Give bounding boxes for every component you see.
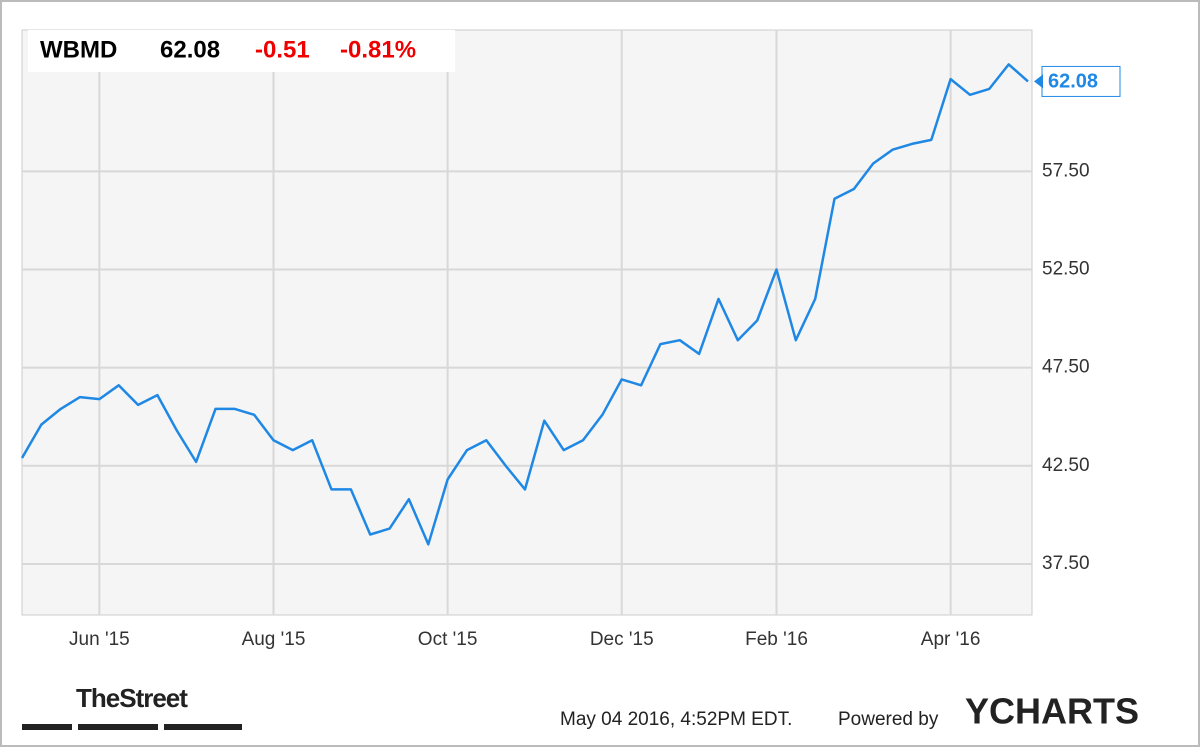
x-tick-label: Dec '15 xyxy=(590,629,654,650)
last-price-box xyxy=(1041,65,1121,97)
plot-area xyxy=(21,29,1033,616)
timestamp: May 04 2016, 4:52PM EDT. xyxy=(560,709,792,730)
logo-bar xyxy=(78,724,158,730)
logo-bar xyxy=(164,724,242,730)
y-tick-label: 42.50 xyxy=(1042,455,1090,476)
change: -0.51 xyxy=(255,36,310,63)
brand: YCHARTS xyxy=(965,691,1139,732)
logo-bar xyxy=(22,724,72,730)
ticker: WBMD xyxy=(40,36,117,63)
price-line xyxy=(20,63,1029,546)
change-percent: -0.81% xyxy=(340,36,416,63)
y-tick-label: 47.50 xyxy=(1042,357,1090,378)
y-tick-label: 37.50 xyxy=(1042,553,1090,574)
x-tick-label: Oct '15 xyxy=(418,629,478,650)
last-price-label: 62.08 xyxy=(1048,71,1098,93)
source-logo: TheStreet xyxy=(76,683,188,713)
x-tick-label: Feb '16 xyxy=(745,629,808,650)
header-box xyxy=(28,30,455,72)
x-tick-label: Aug '15 xyxy=(242,629,306,650)
y-tick-label: 57.50 xyxy=(1042,160,1090,181)
last-price-pointer xyxy=(1034,74,1043,89)
price: 62.08 xyxy=(160,36,220,63)
y-tick-label: 52.50 xyxy=(1042,259,1090,280)
powered-by: Powered by xyxy=(838,709,939,730)
x-tick-label: Jun '15 xyxy=(69,629,130,650)
x-tick-label: Apr '16 xyxy=(921,629,981,650)
